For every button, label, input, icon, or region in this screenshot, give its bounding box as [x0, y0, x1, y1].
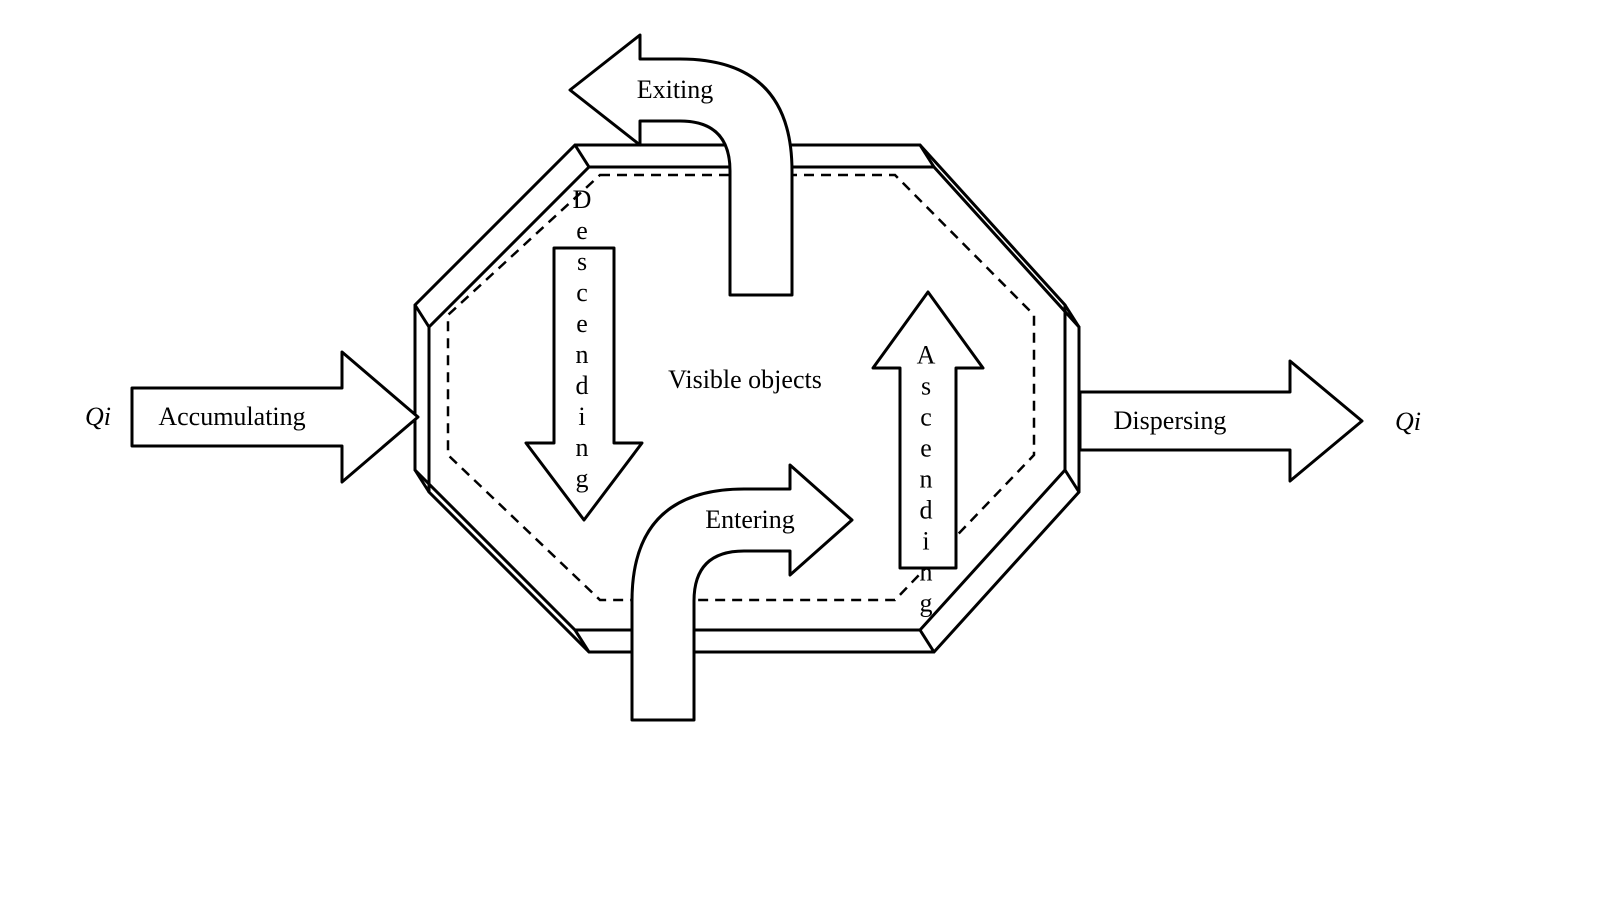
- center-label: Visible objects: [668, 365, 822, 394]
- octagon-side-edge: [1065, 470, 1079, 492]
- exiting-label: Exiting: [637, 75, 714, 104]
- descending-label: Descending: [568, 185, 597, 495]
- accumulating-label: Accumulating: [158, 402, 305, 431]
- octagon-side-edge: [920, 630, 934, 652]
- qi-left-label: Qi: [85, 402, 111, 431]
- dispersing-label: Dispersing: [1114, 406, 1227, 435]
- ascending-label: Ascending: [912, 341, 941, 620]
- qi-flow-diagram: Visible objects Qi Qi Accumulating Dispersin…: [0, 0, 1599, 900]
- entering-label: Entering: [705, 505, 795, 534]
- qi-right-label: Qi: [1395, 407, 1421, 436]
